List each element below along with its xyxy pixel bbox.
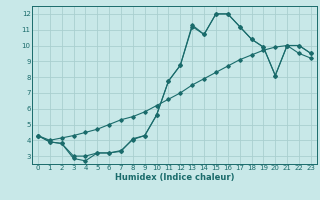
X-axis label: Humidex (Indice chaleur): Humidex (Indice chaleur) (115, 173, 234, 182)
